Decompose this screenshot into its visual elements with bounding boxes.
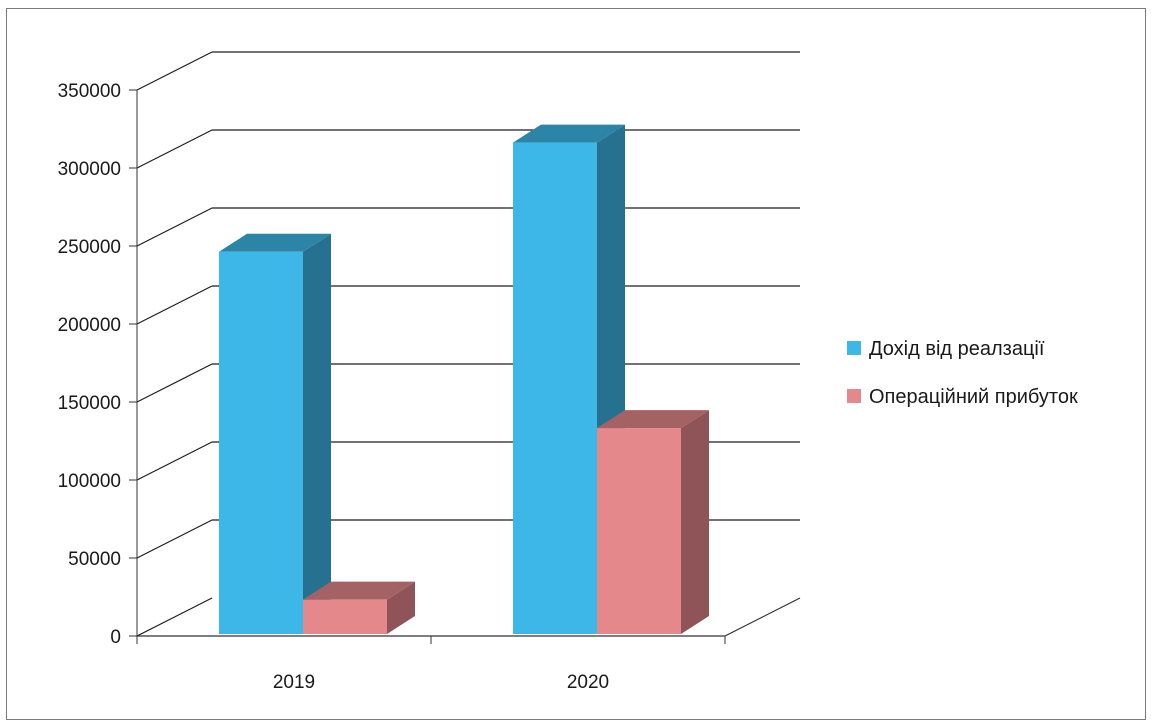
x-tick-label: 2019 [273,672,315,693]
bar-top-2020-s1 [597,410,709,429]
gridline-side [136,51,213,91]
bar-side-2020-s1 [681,410,709,634]
gridline-side [136,597,213,637]
legend-label: Операційний прибуток [869,386,1078,408]
y-tick-label: 200000 [58,315,121,336]
bar-top-2020-s0 [513,124,625,143]
chart-canvas: 0 50000 100000 150000 200000 250000 300000 3500… [58,51,1078,693]
gridline-side [136,129,213,169]
y-tick-label: 50000 [68,549,121,570]
gridline-side [136,519,213,559]
legend-label: Дохід від реалзації [869,338,1045,360]
bar-front-2019-s0 [219,251,303,635]
bar-side-2019-s0 [303,233,331,635]
y-tick-label: 350000 [58,81,121,102]
y-tick-label: 300000 [58,159,121,180]
y-tick-label: 150000 [58,393,121,414]
bar-front-2019-s1 [303,599,387,634]
legend-swatch [847,389,861,403]
legend-swatch [847,341,861,355]
y-tick-label: 250000 [58,237,121,258]
gridline-side [136,207,213,247]
y-tick-label: 0 [110,627,121,648]
x-tick-label: 2020 [567,672,609,693]
labels-group: 0 50000 100000 150000 200000 250000 300000 3500… [58,81,1078,693]
bar-top-2019-s0 [219,233,331,252]
gridline-side [136,363,213,403]
bar-side-2019-s1 [387,581,415,634]
bars-group [219,124,709,635]
gridline-side [136,285,213,325]
bar-front-2020-s0 [513,142,597,634]
bar-front-2020-s1 [597,428,681,634]
gridline-side [136,441,213,481]
y-tick-label: 100000 [58,471,121,492]
floor-right-edge [724,597,801,637]
bar-top-2019-s1 [303,581,415,600]
chart-frame: 0 50000 100000 150000 200000 250000 300000 3500… [6,8,1146,720]
